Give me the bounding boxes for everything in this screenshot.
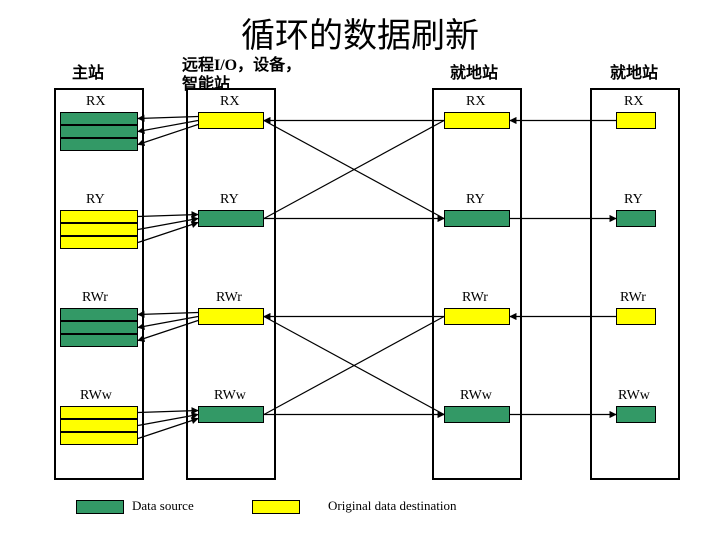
row-label: RY <box>220 192 239 208</box>
memory-slot <box>616 308 656 325</box>
legend-dest-swatch <box>252 500 300 514</box>
memory-slot <box>444 406 510 423</box>
memory-slot <box>60 223 138 236</box>
memory-slot <box>616 112 656 129</box>
memory-slot <box>616 210 656 227</box>
memory-slot <box>616 406 656 423</box>
memory-slot <box>198 308 264 325</box>
memory-slot <box>198 112 264 129</box>
memory-slot <box>444 210 510 227</box>
legend-dest-label: Original data destination <box>328 498 457 514</box>
row-label: RX <box>86 94 105 110</box>
col-header-3: 就地站 <box>610 64 658 83</box>
row-label: RWw <box>214 388 246 404</box>
row-label: RWr <box>216 290 242 306</box>
memory-slot <box>60 236 138 249</box>
memory-slot <box>60 419 138 432</box>
row-label: RWw <box>460 388 492 404</box>
row-label: RX <box>220 94 239 110</box>
row-label: RWr <box>620 290 646 306</box>
memory-slot <box>60 432 138 445</box>
memory-slot <box>60 112 138 125</box>
row-label: RWr <box>462 290 488 306</box>
memory-slot <box>198 406 264 423</box>
row-label: RY <box>624 192 643 208</box>
memory-slot <box>60 210 138 223</box>
row-label: RWw <box>80 388 112 404</box>
memory-slot <box>444 112 510 129</box>
memory-slot <box>60 321 138 334</box>
legend-source-label: Data source <box>132 498 194 514</box>
legend-source-swatch <box>76 500 124 514</box>
col-header-2: 就地站 <box>450 64 498 83</box>
memory-slot <box>198 210 264 227</box>
memory-slot <box>60 308 138 321</box>
row-label: RWw <box>618 388 650 404</box>
row-label: RX <box>624 94 643 110</box>
row-label: RY <box>86 192 105 208</box>
memory-slot <box>60 334 138 347</box>
memory-slot <box>60 125 138 138</box>
memory-slot <box>444 308 510 325</box>
memory-slot <box>60 406 138 419</box>
col-header-0: 主站 <box>72 64 104 83</box>
row-label: RX <box>466 94 485 110</box>
row-label: RY <box>466 192 485 208</box>
memory-slot <box>60 138 138 151</box>
diagram-title: 循环的数据刷新 <box>0 8 720 57</box>
row-label: RWr <box>82 290 108 306</box>
